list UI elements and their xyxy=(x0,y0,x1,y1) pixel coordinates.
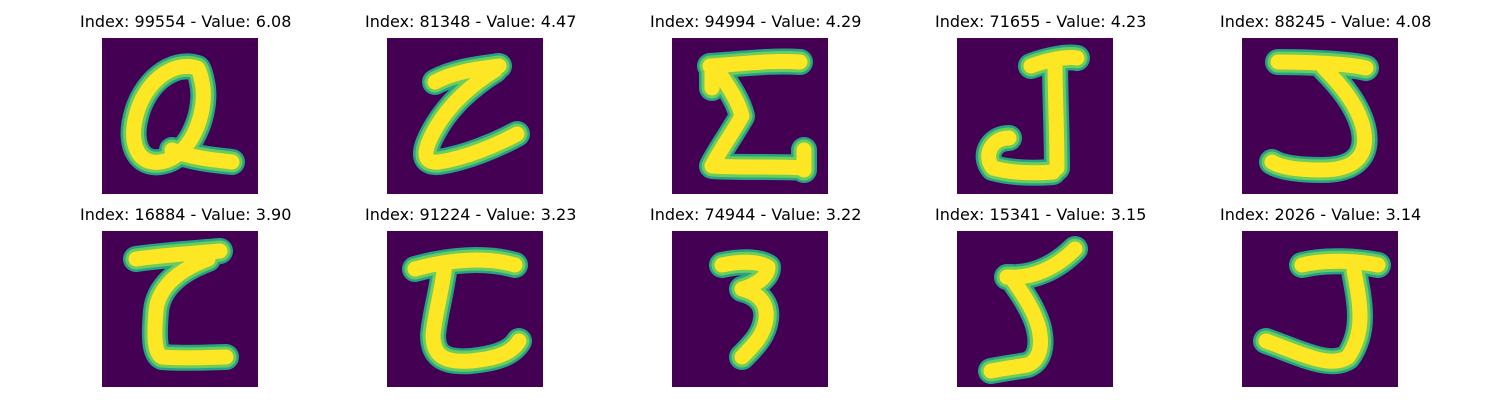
glyph-stroke xyxy=(714,254,776,365)
panel-title: Index: 74944 - Value: 3.22 xyxy=(650,205,862,224)
glyph-sigma-shape-icon xyxy=(672,38,828,194)
glyph-stroke xyxy=(407,252,527,369)
glyph-stroke xyxy=(981,50,1085,181)
glyph-stroke xyxy=(983,241,1083,379)
glyph-3-shape-icon xyxy=(672,231,828,387)
panel-title: Index: 88245 - Value: 4.08 xyxy=(1220,12,1432,31)
glyph-z-shape-icon xyxy=(102,231,258,387)
digit-image xyxy=(957,231,1113,387)
glyph-5-shape-icon xyxy=(957,231,1113,387)
digit-image xyxy=(672,231,828,387)
glyph-j-shape-icon xyxy=(1242,231,1398,387)
glyph-stroke xyxy=(1264,54,1374,178)
panel-title: Index: 16884 - Value: 3.90 xyxy=(80,205,292,224)
glyph-stroke xyxy=(418,58,525,170)
glyph-j-shape-icon xyxy=(957,38,1113,194)
panel-title: Index: 99554 - Value: 6.08 xyxy=(80,12,292,31)
digit-image xyxy=(957,38,1113,194)
digit-image xyxy=(1242,231,1398,387)
digit-image xyxy=(102,231,258,387)
panel-title: Index: 94994 - Value: 4.29 xyxy=(650,12,862,31)
digit-image xyxy=(387,38,543,194)
digit-image xyxy=(672,38,828,194)
glyph-z-shape-icon xyxy=(387,38,543,194)
panel-title: Index: 15341 - Value: 3.15 xyxy=(935,205,1147,224)
glyph-stroke xyxy=(702,53,812,178)
glyph-stroke xyxy=(1258,253,1386,369)
digit-image xyxy=(1242,38,1398,194)
panel-title: Index: 91224 - Value: 3.23 xyxy=(365,205,577,224)
digit-image xyxy=(102,38,258,194)
panel-title: Index: 71655 - Value: 4.23 xyxy=(935,12,1147,31)
digit-image xyxy=(387,231,543,387)
panel-title: Index: 81348 - Value: 4.47 xyxy=(365,12,577,31)
glyph-stroke xyxy=(126,59,240,170)
panel-title: Index: 2026 - Value: 3.14 xyxy=(1220,205,1422,224)
glyph-z-shape-icon xyxy=(387,231,543,387)
glyph-5-shape-icon xyxy=(1242,38,1398,194)
glyph-q-shape-icon xyxy=(102,38,258,194)
glyph-stroke xyxy=(128,243,234,366)
